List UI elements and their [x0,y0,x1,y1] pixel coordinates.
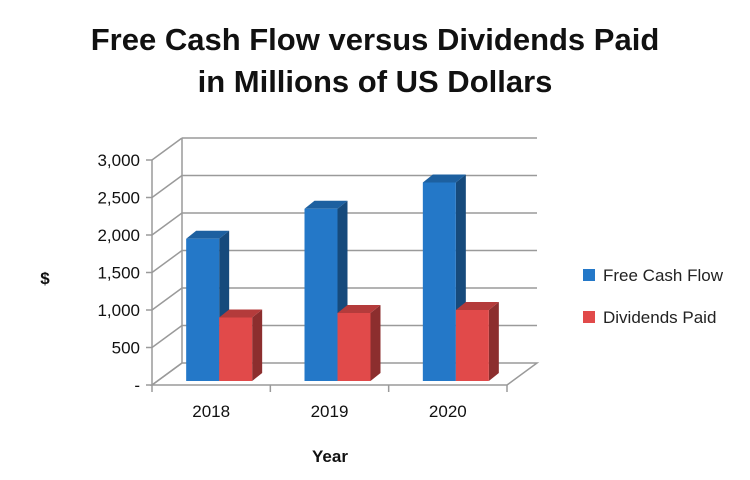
y-tick-label: - [134,376,140,395]
bar-dividends-paid-2020 [455,310,489,381]
y-tick-label: 2,500 [97,189,140,208]
chart-title-line-1: Free Cash Flow versus Dividends Paid [90,22,660,57]
bar-free-cash-flow-2018 [186,238,220,381]
gridline-side [151,137,183,161]
y-tick-label: 1,000 [97,301,140,320]
bar-dividends-paid-side [488,302,499,381]
bar-free-cash-flow-top [186,230,230,239]
gridline-side [151,287,183,311]
bar-dividends-paid-side [252,309,263,381]
bar-dividends-paid-2018 [219,317,253,381]
gridline-side [151,324,183,349]
chart-title-line-2: in Millions of US Dollars [197,64,553,99]
y-tick-label: 2,000 [97,226,140,245]
gridline-side [151,174,183,199]
legend-swatch-dividends-paid [583,311,595,323]
bar-free-cash-flow-2020 [422,182,456,381]
bar-dividends-paid-top [219,309,263,318]
legend-swatch-free-cash-flow [583,269,595,281]
gridline-side [151,249,183,274]
y-tick-label: 1,500 [97,264,140,283]
bar-dividends-paid-top [337,305,381,313]
bar-dividends-paid-top [455,302,499,310]
bar-dividends-paid-2019 [337,313,371,381]
legend-label-free-cash-flow: Free Cash Flow [603,266,724,285]
bar-free-cash-flow-top [422,174,466,183]
y-axis-title: $ [40,269,50,288]
bar-dividends-paid-side [370,305,381,381]
x-tick-label: 2018 [192,402,230,421]
bar-free-cash-flow-top [304,200,348,209]
x-tick-label: 2019 [311,402,349,421]
y-tick-label: 3,000 [97,151,140,170]
bar-free-cash-flow-2019 [304,208,338,381]
y-tick-label: 500 [112,339,140,358]
legend-label-dividends-paid: Dividends Paid [603,308,716,327]
x-axis-title: Year [312,447,348,466]
x-tick-label: 2020 [429,402,467,421]
gridline-side [151,212,183,236]
